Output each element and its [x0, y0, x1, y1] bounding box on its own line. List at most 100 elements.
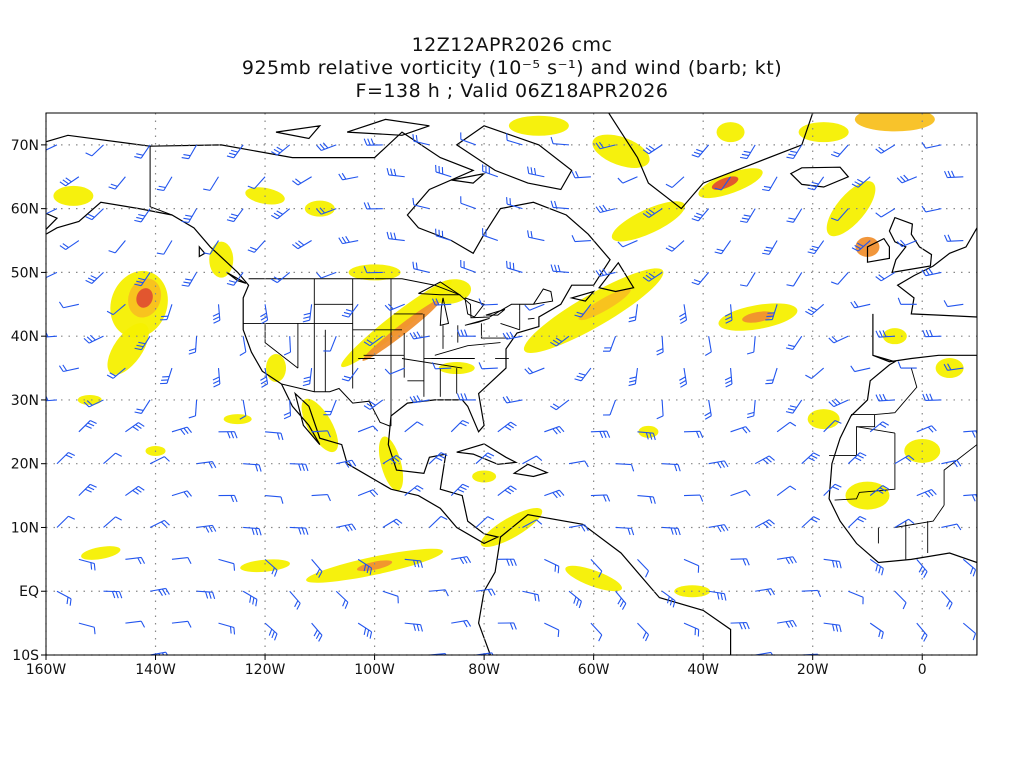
wind-barb — [85, 272, 104, 284]
wind-barb — [497, 485, 517, 497]
wind-barb — [683, 494, 704, 502]
wind-barb — [311, 430, 331, 438]
wind-barb — [239, 336, 247, 356]
wind-barb — [134, 335, 151, 351]
wind-barb — [869, 558, 884, 576]
wind-barb — [571, 234, 591, 243]
wind-barb — [617, 176, 638, 184]
wind-barb — [171, 620, 192, 628]
wind-barb — [665, 176, 685, 188]
wind-barb — [181, 272, 198, 287]
wind-barb — [311, 494, 331, 502]
wind-barb — [428, 515, 448, 528]
wind-barb — [412, 197, 430, 210]
wind-barb — [260, 367, 269, 388]
wind-barb — [134, 208, 151, 223]
wind-barb — [271, 208, 291, 220]
wind-barb — [188, 336, 198, 355]
vorticity-contour — [301, 398, 339, 453]
wind-barb — [615, 463, 635, 472]
wind-barb — [103, 516, 122, 528]
wind-barb — [260, 304, 269, 325]
wind-barb — [357, 622, 373, 639]
wind-barb — [292, 240, 312, 250]
wind-barb — [943, 300, 964, 308]
wind-barb — [450, 483, 470, 496]
wind-barb — [850, 300, 871, 309]
wind-barb — [78, 558, 96, 571]
wind-barb — [851, 240, 871, 252]
wind-barb — [801, 516, 821, 528]
wind-barb — [497, 421, 517, 433]
wind-barb — [247, 176, 266, 190]
wind-barb — [338, 236, 359, 245]
wind-barb — [807, 176, 825, 191]
wind-barb — [921, 205, 942, 213]
wind-barb — [765, 304, 778, 321]
wind-barb — [602, 399, 617, 416]
wind-barb — [848, 590, 864, 605]
wind-barb — [894, 654, 896, 655]
wind-barb — [617, 240, 638, 248]
wind-barb — [568, 524, 589, 532]
island-coastline — [347, 118, 430, 136]
wind-barb — [755, 588, 775, 596]
wind-barb — [522, 519, 543, 528]
state-boundary — [527, 317, 535, 320]
wind-barb — [412, 134, 430, 146]
wind-barb — [78, 420, 97, 433]
wind-barb — [134, 272, 151, 287]
wind-barb — [58, 364, 79, 373]
wind-barb — [218, 431, 238, 439]
wind-barb — [776, 421, 797, 433]
wind-barb — [679, 304, 688, 325]
wind-barb — [83, 399, 104, 408]
wind-barb — [522, 654, 526, 655]
wind-barb — [203, 240, 219, 255]
wind-barb — [103, 452, 122, 465]
wind-barb — [602, 335, 617, 352]
vorticity-layer — [53, 113, 964, 598]
wind-barb — [475, 452, 495, 465]
lat-tick-label: 30N — [11, 393, 39, 409]
wind-barb — [431, 298, 452, 306]
wind-barb — [125, 422, 145, 433]
boundary-line — [281, 383, 391, 427]
wind-barb — [544, 425, 565, 435]
wind-barb — [456, 329, 476, 337]
vorticity-contour — [826, 181, 876, 237]
wind-barb — [683, 558, 700, 573]
wind-barb — [58, 301, 79, 309]
coastline — [888, 216, 933, 274]
wind-barb — [595, 204, 616, 214]
wind-barb — [550, 264, 570, 273]
wind-barb — [160, 304, 173, 321]
country-boundary — [834, 433, 896, 501]
wind-barb — [506, 260, 523, 273]
wind-barb — [963, 430, 977, 438]
wind-barb — [502, 396, 523, 404]
wind-barb — [875, 144, 896, 154]
country-boundary — [856, 426, 895, 434]
wind-barb — [875, 330, 895, 338]
wind-barb — [897, 297, 917, 305]
wind-barb — [574, 303, 592, 318]
wind-barb — [656, 336, 664, 356]
wind-barb — [590, 622, 603, 642]
wind-barb — [628, 367, 639, 387]
wind-barb — [302, 367, 313, 387]
wind-barb — [637, 495, 656, 504]
coastline — [896, 226, 977, 318]
wind-barb — [916, 558, 928, 578]
wind-barb — [590, 430, 611, 439]
wind-barb — [46, 208, 58, 215]
wind-barb — [896, 239, 917, 248]
wind-barb — [243, 463, 262, 472]
state-boundary — [264, 323, 299, 369]
wind-barb — [550, 200, 570, 210]
lon-tick-label: 80W — [468, 662, 500, 678]
wind-barb — [203, 176, 219, 191]
wind-barb — [830, 272, 849, 285]
wind-barb — [460, 132, 477, 146]
wind-barb — [338, 172, 359, 181]
